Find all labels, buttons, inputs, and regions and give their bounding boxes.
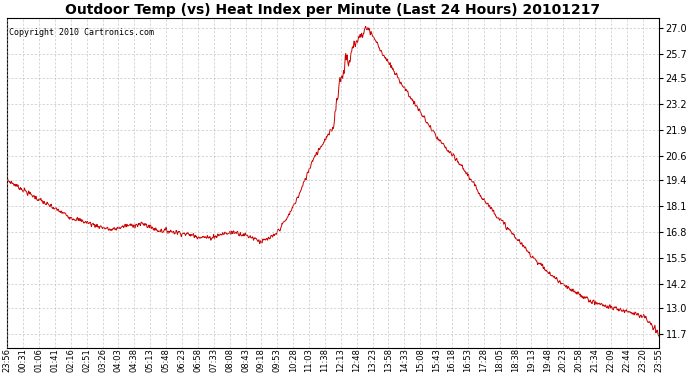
Title: Outdoor Temp (vs) Heat Index per Minute (Last 24 Hours) 20101217: Outdoor Temp (vs) Heat Index per Minute … — [66, 3, 600, 17]
Text: Copyright 2010 Cartronics.com: Copyright 2010 Cartronics.com — [9, 28, 155, 37]
